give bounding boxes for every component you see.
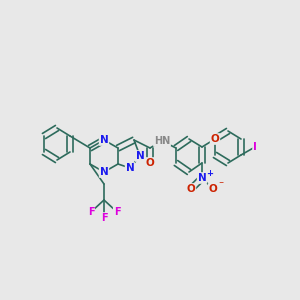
Text: O: O [208,184,217,194]
Text: F: F [101,213,107,223]
Text: N: N [126,163,134,173]
Text: +: + [206,169,214,178]
Text: N: N [198,173,206,183]
Text: I: I [253,142,257,152]
Text: N: N [100,135,108,145]
Text: F: F [114,207,120,217]
Text: O: O [187,184,195,194]
Text: N: N [136,151,144,161]
Text: N: N [100,167,108,177]
Text: ⁻: ⁻ [218,180,224,190]
Text: O: O [211,134,219,144]
Text: F: F [88,207,94,217]
Text: O: O [146,158,154,168]
Text: HN: HN [154,136,170,146]
